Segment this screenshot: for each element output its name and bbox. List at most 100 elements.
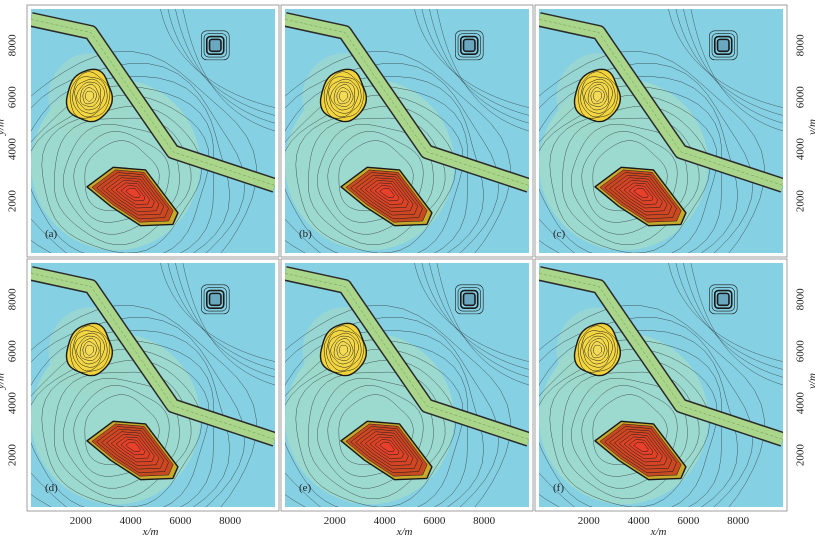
plot-area bbox=[285, 263, 529, 507]
y-tick-label: 6000 bbox=[7, 340, 19, 363]
belt-contour bbox=[285, 19, 529, 186]
background-contour bbox=[160, 263, 275, 362]
square-anomaly-contour bbox=[201, 30, 230, 61]
belt-contour bbox=[539, 273, 783, 440]
panel-d: (d) 2000 4000 6000 8000 y/m 2000 4000 6000 8000 x/… bbox=[0, 258, 280, 538]
background-contour bbox=[31, 330, 230, 507]
background-contour bbox=[675, 9, 783, 116]
y-tick-label: 6000 bbox=[795, 86, 807, 109]
background-contour bbox=[539, 85, 723, 253]
background-contour bbox=[285, 330, 484, 507]
square-anomaly-contour bbox=[709, 284, 738, 315]
y-tick-label: 4000 bbox=[795, 392, 807, 415]
background-contour bbox=[690, 263, 783, 386]
background-contour bbox=[285, 94, 464, 253]
background-contour bbox=[539, 51, 765, 253]
panel-frame bbox=[280, 4, 534, 258]
background-contour bbox=[414, 263, 529, 362]
background-contour bbox=[175, 263, 275, 378]
plot-area bbox=[285, 9, 529, 253]
background-contour bbox=[668, 9, 783, 108]
x-tick-label: 8000 bbox=[727, 515, 750, 527]
belt-contour bbox=[31, 19, 275, 186]
background-contour bbox=[539, 339, 723, 507]
background-contour bbox=[31, 339, 215, 507]
square-anomaly-contour bbox=[459, 35, 479, 55]
x-tick-label: 2000 bbox=[578, 515, 601, 527]
panel-label: (c) bbox=[553, 228, 566, 240]
x-tick-label: 6000 bbox=[677, 515, 700, 527]
y-tick-label: 4000 bbox=[795, 138, 807, 161]
red-anomaly-contour bbox=[379, 441, 395, 452]
x-tick-label: 8000 bbox=[219, 515, 242, 527]
panel-label: (b) bbox=[299, 228, 312, 240]
square-anomaly-contour bbox=[462, 38, 476, 53]
background-contour bbox=[539, 94, 718, 253]
background-contour bbox=[429, 9, 529, 124]
background-contour bbox=[31, 94, 210, 253]
background-contour bbox=[182, 263, 275, 386]
square-anomaly-contour bbox=[713, 35, 733, 55]
x-tick-label: 4000 bbox=[120, 515, 143, 527]
square-anomaly-contour bbox=[711, 287, 735, 312]
yellow-anomaly-contour bbox=[593, 344, 603, 356]
x-tick-label: 6000 bbox=[423, 515, 446, 527]
x-tick-label: 8000 bbox=[473, 515, 496, 527]
panel-label: (f) bbox=[553, 482, 564, 494]
background-contour bbox=[683, 9, 783, 124]
y-tick-label: 8000 bbox=[795, 34, 807, 57]
red-anomaly-contour bbox=[633, 441, 649, 452]
background-contour bbox=[31, 305, 257, 507]
background-contour bbox=[539, 63, 754, 253]
square-anomaly-contour bbox=[457, 33, 481, 58]
square-anomaly-contour bbox=[709, 30, 738, 61]
y-axis-label: y/m bbox=[0, 373, 7, 390]
background-contour bbox=[421, 9, 529, 116]
red-anomaly-contour bbox=[125, 441, 141, 452]
background-contour bbox=[182, 9, 275, 132]
yellow-anomaly-contour bbox=[85, 90, 95, 102]
square-anomaly-contour bbox=[208, 292, 222, 307]
panel-frame bbox=[534, 4, 788, 258]
background-contour bbox=[160, 9, 275, 108]
plot-area bbox=[539, 263, 783, 507]
background-contour bbox=[285, 348, 464, 507]
yellow-anomaly-contour bbox=[339, 90, 349, 102]
panel-frame bbox=[280, 258, 534, 512]
panel-a: (a) 2000 4000 6000 8000 y/m bbox=[0, 4, 280, 258]
square-anomaly-contour bbox=[205, 35, 225, 55]
panel-e: (e) 2000 4000 6000 8000 x/m bbox=[280, 258, 534, 538]
y-axis-label: y/m bbox=[807, 119, 815, 136]
background-contour bbox=[539, 330, 738, 507]
background-contour bbox=[31, 51, 257, 253]
y-axis-label: y/m bbox=[807, 373, 815, 390]
y-tick-label: 6000 bbox=[7, 86, 19, 109]
yellow-anomaly-contour bbox=[85, 344, 95, 356]
square-anomaly-contour bbox=[203, 287, 227, 312]
background-contour bbox=[539, 76, 738, 253]
background-contour bbox=[414, 9, 529, 108]
background-contour bbox=[31, 348, 210, 507]
background-contour bbox=[31, 63, 246, 253]
red-anomaly-contour bbox=[379, 187, 395, 198]
panel-label: (e) bbox=[299, 482, 312, 494]
x-axis-label: x/m bbox=[650, 526, 667, 538]
background-contour bbox=[167, 263, 275, 370]
square-anomaly-contour bbox=[716, 292, 730, 307]
background-contour bbox=[285, 85, 469, 253]
background-contour bbox=[167, 9, 275, 116]
red-anomaly-contour bbox=[125, 187, 141, 198]
square-anomaly-contour bbox=[201, 284, 230, 315]
background-contour bbox=[539, 305, 765, 507]
background-contour bbox=[31, 85, 215, 253]
y-tick-label: 2000 bbox=[795, 190, 807, 213]
yellow-anomaly-contour bbox=[339, 344, 349, 356]
x-tick-label: 2000 bbox=[324, 515, 347, 527]
x-axis-label: x/m bbox=[142, 526, 159, 538]
belt-contour bbox=[285, 273, 529, 440]
background-contour bbox=[285, 317, 500, 507]
background-contour bbox=[539, 317, 754, 507]
background-contour bbox=[285, 51, 511, 253]
panel-frame bbox=[534, 258, 788, 512]
square-anomaly-contour bbox=[455, 284, 484, 315]
